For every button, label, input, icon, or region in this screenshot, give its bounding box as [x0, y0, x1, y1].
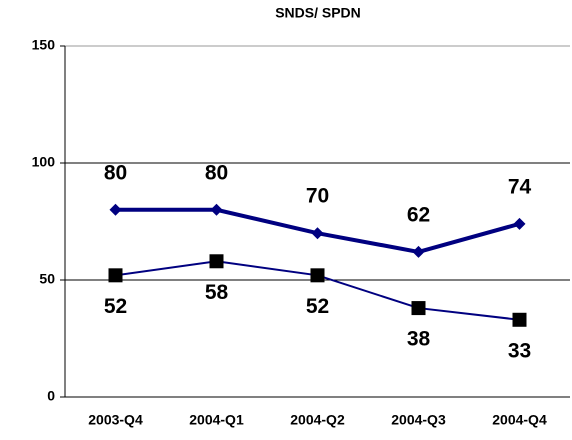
data-label: 70: [306, 185, 329, 208]
data-label: 33: [508, 339, 531, 362]
data-label: 52: [104, 295, 127, 318]
data-label: 74: [508, 175, 532, 198]
chart-title: SNDS/ SPDN: [275, 5, 361, 21]
marker: [210, 203, 223, 216]
marker: [512, 312, 527, 327]
y-tick-label: 50: [39, 271, 55, 287]
marker: [412, 245, 425, 258]
data-label: 38: [407, 328, 431, 351]
x-tick-label: 2003-Q4: [88, 412, 143, 428]
y-tick-label: 150: [32, 37, 56, 53]
data-label: 80: [205, 161, 228, 184]
marker: [109, 203, 122, 216]
marker: [108, 268, 123, 283]
data-label: 80: [104, 161, 127, 184]
marker: [513, 217, 526, 230]
data-label: 52: [306, 295, 329, 318]
data-label: 62: [407, 203, 430, 226]
marker: [209, 254, 224, 269]
x-tick-label: 2004-Q1: [189, 412, 244, 428]
x-tick-label: 2004-Q4: [492, 412, 547, 428]
marker: [311, 227, 324, 240]
marker: [411, 301, 426, 316]
x-tick-label: 2004-Q3: [391, 412, 446, 428]
y-tick-label: 0: [47, 388, 55, 404]
data-label: 58: [205, 281, 229, 304]
marker: [310, 268, 325, 283]
y-tick-label: 100: [32, 154, 56, 170]
x-tick-label: 2004-Q2: [290, 412, 345, 428]
